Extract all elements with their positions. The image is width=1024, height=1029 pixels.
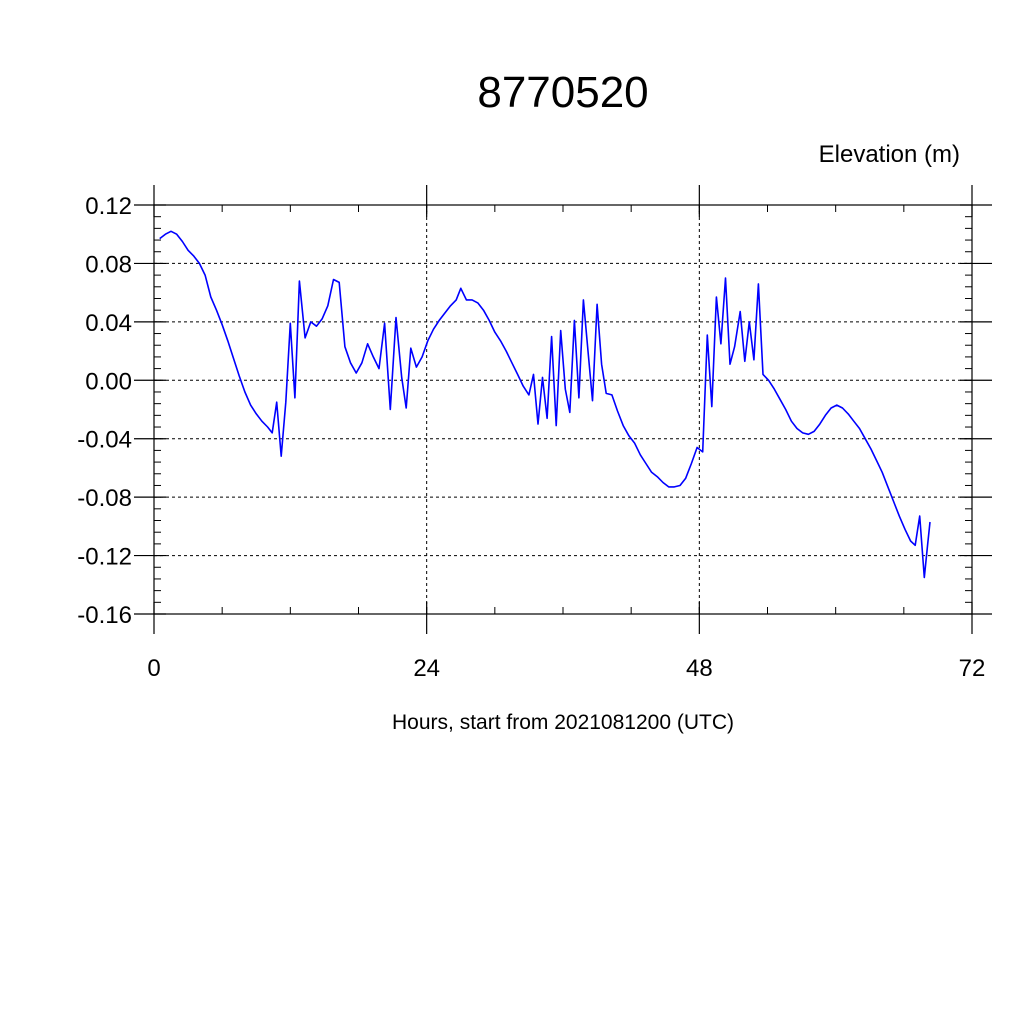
axes (134, 185, 992, 634)
y-tick-label: 0.04 (85, 310, 132, 337)
x-axis-label: Hours, start from 2021081200 (UTC) (392, 711, 734, 734)
y-tick-label: -0.16 (77, 602, 132, 629)
grid (154, 205, 972, 614)
chart-title: 8770520 (477, 68, 648, 117)
x-tick-label: 0 (147, 655, 160, 682)
x-tick-label: 48 (686, 655, 713, 682)
y-tick-label: -0.04 (77, 427, 132, 454)
series-line (159, 230, 931, 579)
y-tick-label: 0.00 (85, 368, 132, 395)
x-tick-label: 72 (959, 655, 986, 682)
chart-subtitle: Elevation (m) (819, 141, 960, 168)
y-tick-label: 0.12 (85, 193, 132, 220)
y-tick-label: -0.12 (77, 544, 132, 571)
tick-labels: -0.16 -0.12 -0.08 -0.04 0.00 0.04 0.08 0.12 0 24 4… (77, 193, 985, 682)
plot-area (159, 230, 931, 579)
y-tick-label: 0.08 (85, 251, 132, 278)
x-tick-label: 24 (413, 655, 440, 682)
y-tick-label: -0.08 (77, 485, 132, 512)
